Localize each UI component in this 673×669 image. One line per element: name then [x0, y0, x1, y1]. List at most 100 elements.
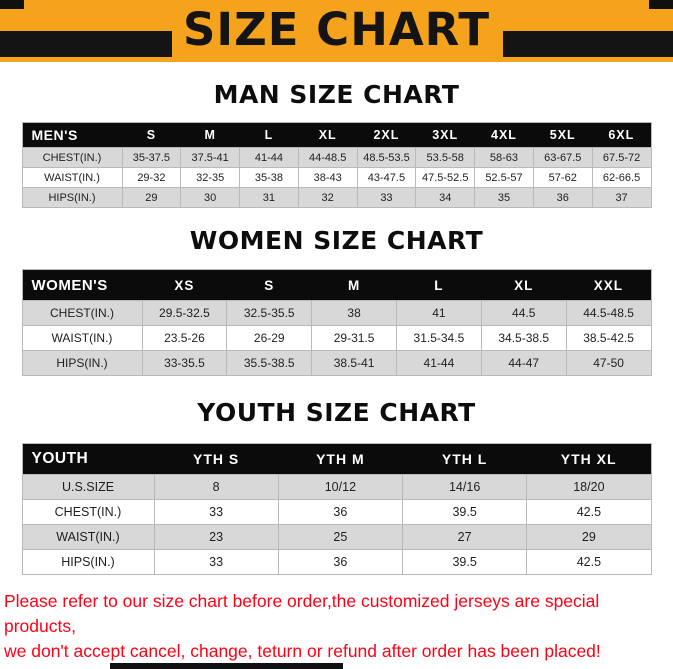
table-row: CHEST(IN.) 35-37.5 37.5-41 41-44 44-48.5 48.5…	[21, 147, 652, 168]
row-label: HIPS(IN.)	[21, 549, 155, 575]
row-label: HIPS(IN.)	[21, 350, 143, 376]
size-column-header: YTH S	[154, 443, 279, 475]
size-value: 41-44	[395, 350, 482, 376]
size-value: 44.5-48.5	[565, 300, 652, 326]
section-heading-youth: YOUTH SIZE CHART	[197, 398, 476, 427]
table-row: CHEST(IN.) 29.5-32.5 32.5-35.5 38 41 44.5 44.5…	[21, 300, 652, 326]
size-value: 34.5-38.5	[480, 325, 567, 351]
size-value: 35-37.5	[121, 147, 182, 168]
table-row: HIPS(IN.) 29 30 31 32 33 34 35 36 37	[21, 187, 652, 208]
table-row: HIPS(IN.) 33 36 39.5 42.5	[21, 549, 652, 575]
size-value: 31.5-34.5	[395, 325, 482, 351]
size-value: 29	[526, 524, 652, 550]
top-right-notch	[649, 0, 673, 9]
size-column-header: XXL	[566, 269, 651, 301]
size-value: 35	[474, 187, 534, 208]
size-value: 29-32	[121, 167, 182, 188]
size-value: 31	[239, 187, 299, 208]
size-value: 42.5	[526, 549, 652, 575]
table-row: HIPS(IN.) 33-35.5 35.5-38.5 38.5-41 41-44 44-…	[21, 350, 652, 376]
size-column-header: 2XL	[357, 122, 416, 148]
size-column-header: YTH XL	[526, 443, 651, 475]
size-value: 38.5-42.5	[565, 325, 652, 351]
size-column-header: L	[396, 269, 482, 301]
size-value: 32.5-35.5	[226, 300, 313, 326]
size-value: 44-48.5	[297, 147, 358, 168]
size-value: 57-62	[532, 167, 593, 188]
youth-size-table: YOUTH YTH S YTH M YTH L YTH XL U.S.SIZE 8 10/12…	[21, 443, 652, 575]
size-value: 38.5-41	[311, 350, 397, 376]
size-value: 42.5	[526, 499, 652, 525]
size-value: 38	[311, 300, 397, 326]
row-label: WAIST(IN.)	[21, 167, 123, 188]
section-heading-man: MAN SIZE CHART	[213, 80, 460, 109]
size-value: 18/20	[526, 474, 652, 500]
page-title: SIZE CHART	[182, 3, 491, 56]
table-corner-label: MEN'S	[22, 122, 122, 148]
size-value: 48.5-53.5	[356, 147, 417, 168]
banner-bar-right	[503, 31, 673, 57]
size-column-header: XS	[142, 269, 227, 301]
size-value: 67.5-72	[591, 147, 652, 168]
size-value: 47.5-52.5	[415, 167, 476, 188]
size-value: 35-38	[239, 167, 299, 188]
bottom-strip	[110, 663, 343, 669]
row-label: WAIST(IN.)	[21, 524, 155, 550]
size-value: 33	[356, 187, 417, 208]
row-label: CHEST(IN.)	[21, 147, 123, 168]
size-value: 27	[401, 524, 528, 550]
size-value: 36	[277, 549, 404, 575]
section-heading-women: WOMEN SIZE CHART	[189, 226, 484, 255]
row-label: CHEST(IN.)	[21, 300, 143, 326]
size-value: 10/12	[277, 474, 404, 500]
women-size-table: WOMEN'S XS S M L XL XXL CHEST(IN.) 29.5-32.5 32.5…	[21, 269, 652, 376]
size-value: 30	[180, 187, 241, 208]
size-value: 37.5-41	[180, 147, 241, 168]
table-corner-label: WOMEN'S	[22, 269, 142, 301]
size-value: 36	[277, 499, 404, 525]
table-row: WAIST(IN.) 23.5-26 26-29 29-31.5 31.5-34.5 34…	[21, 325, 652, 351]
table-corner-label: YOUTH	[22, 443, 154, 475]
table-row: U.S.SIZE 8 10/12 14/16 18/20	[21, 474, 652, 500]
size-value: 29	[121, 187, 182, 208]
table-header-row: YOUTH YTH S YTH M YTH L YTH XL	[22, 443, 651, 475]
size-value: 23.5-26	[141, 325, 228, 351]
size-value: 47-50	[565, 350, 652, 376]
size-value: 8	[153, 474, 279, 500]
footer-line-2: we don't accept cancel, change, teturn o…	[4, 640, 601, 661]
size-value: 32	[297, 187, 358, 208]
size-value: 33	[153, 499, 279, 525]
size-column-header: XL	[481, 269, 567, 301]
size-value: 29.5-32.5	[141, 300, 228, 326]
size-value: 39.5	[401, 499, 528, 525]
size-column-header: 5XL	[533, 122, 593, 148]
footer-note: Please refer to our size chart before or…	[4, 589, 673, 664]
table-row: CHEST(IN.) 33 36 39.5 42.5	[21, 499, 652, 525]
men-size-table: MEN'S S M L XL 2XL 3XL 4XL 5XL 6XL CHEST(IN.) 35-37…	[21, 122, 652, 208]
size-column-header: YTH L	[402, 443, 527, 475]
size-value: 37	[591, 187, 652, 208]
size-value: 39.5	[401, 549, 528, 575]
size-column-header: L	[239, 122, 299, 148]
size-value: 34	[415, 187, 476, 208]
size-value: 58-63	[474, 147, 534, 168]
size-value: 63-67.5	[532, 147, 593, 168]
size-value: 23	[153, 524, 279, 550]
size-value: 43-47.5	[356, 167, 417, 188]
size-column-header: M	[180, 122, 240, 148]
size-column-header: 3XL	[415, 122, 475, 148]
size-value: 62-66.5	[591, 167, 652, 188]
table-row: WAIST(IN.) 23 25 27 29	[21, 524, 652, 550]
size-value: 33	[153, 549, 279, 575]
size-value: 41	[395, 300, 482, 326]
size-column-header: S	[226, 269, 312, 301]
banner: SIZE CHART	[0, 0, 673, 62]
size-value: 41-44	[239, 147, 299, 168]
size-value: 38-43	[297, 167, 358, 188]
row-label: U.S.SIZE	[21, 474, 155, 500]
size-column-header: S	[122, 122, 181, 148]
row-label: CHEST(IN.)	[21, 499, 155, 525]
row-label: WAIST(IN.)	[21, 325, 143, 351]
row-label: HIPS(IN.)	[21, 187, 123, 208]
table-row: WAIST(IN.) 29-32 32-35 35-38 38-43 43-47.5 47.…	[21, 167, 652, 188]
